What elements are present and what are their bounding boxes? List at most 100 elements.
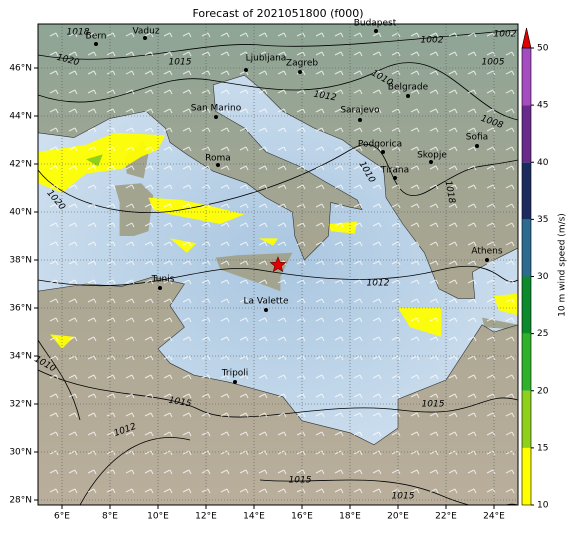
wind-barb — [144, 469, 154, 475]
wind-barb — [410, 260, 420, 266]
wind-barb — [410, 279, 420, 285]
wind-barb — [87, 32, 97, 38]
wind-barb — [334, 374, 344, 380]
wind-barb — [429, 127, 439, 133]
colorbar-segment — [522, 48, 531, 106]
wind-barb — [296, 165, 306, 171]
wind-barb — [429, 108, 439, 114]
wind-barb — [220, 374, 230, 380]
wind-barb — [277, 222, 287, 228]
wind-barb — [505, 317, 515, 323]
wind-barb — [353, 203, 363, 209]
wind-barb — [315, 241, 325, 247]
wind-barb — [353, 393, 363, 399]
wind-barb — [49, 317, 59, 323]
wind-barb — [296, 469, 306, 475]
wind-barb — [391, 32, 401, 38]
isobar — [38, 369, 518, 418]
wind-barb — [429, 355, 439, 361]
city-label: Budapest — [354, 19, 397, 29]
wind-barb — [258, 222, 268, 228]
wind-barb — [448, 51, 458, 57]
wind-barb — [315, 127, 325, 133]
colorbar-tick-label: 20 — [537, 386, 549, 396]
wind-barb — [258, 298, 268, 304]
wind-barb — [182, 412, 192, 418]
wind-barb — [505, 127, 515, 133]
wind-barb — [353, 431, 363, 437]
wind-barb — [429, 450, 439, 456]
wind-barb — [87, 184, 97, 190]
wind-barb — [220, 165, 230, 171]
city-label: Sarajevo — [340, 106, 380, 116]
wind-barb — [182, 431, 192, 437]
wind-barb — [353, 127, 363, 133]
wind-barb — [391, 469, 401, 475]
wind-barb — [49, 165, 59, 171]
wind-barb — [296, 108, 306, 114]
wind-barb — [410, 203, 420, 209]
lon-tick-label: 18°E — [339, 512, 361, 522]
isobar — [79, 437, 191, 505]
wind-barb — [68, 260, 78, 266]
wind-barb — [163, 184, 173, 190]
wind-barb — [87, 412, 97, 418]
wind-barb — [448, 89, 458, 95]
isobar — [38, 339, 81, 421]
wind-barb — [448, 241, 458, 247]
wind-barb — [87, 260, 97, 266]
wind-barb — [334, 488, 344, 494]
wind-barb — [334, 469, 344, 475]
wind-barb — [163, 317, 173, 323]
wind-barb — [106, 260, 116, 266]
location-star — [269, 256, 287, 273]
city-dot — [393, 176, 397, 180]
city-dot — [406, 94, 410, 98]
wind-barb — [220, 51, 230, 57]
wind-barb — [87, 146, 97, 152]
wind-barb — [144, 374, 154, 380]
wind-barb — [106, 51, 116, 57]
wind-barb — [144, 317, 154, 323]
wind-barb — [258, 165, 268, 171]
city-dot — [233, 380, 237, 384]
wind-barb — [448, 146, 458, 152]
wind-barb — [163, 450, 173, 456]
wind-barb — [429, 469, 439, 475]
wind-barb — [182, 184, 192, 190]
wind-barb — [182, 165, 192, 171]
wind-barb — [467, 146, 477, 152]
wind-barb — [68, 336, 78, 342]
wind-barb — [125, 279, 135, 285]
city-label: Roma — [205, 154, 231, 164]
isobar-label: 1002 — [421, 36, 444, 46]
wind-barb — [87, 279, 97, 285]
wind-barb — [391, 298, 401, 304]
wind-barb — [486, 431, 496, 437]
wind-barb — [220, 70, 230, 76]
wind-barb — [144, 70, 154, 76]
wind-barb — [106, 336, 116, 342]
lon-tick-label: 16°E — [291, 512, 313, 522]
wind-barb — [505, 70, 515, 76]
wind-barb — [353, 488, 363, 494]
wind-barb — [220, 488, 230, 494]
wind-barb — [239, 412, 249, 418]
wind-barb — [68, 298, 78, 304]
wind-barb — [277, 165, 287, 171]
wind-barb — [277, 89, 287, 95]
wind-barb — [182, 355, 192, 361]
wind-barb — [106, 317, 116, 323]
wind-barb — [87, 222, 97, 228]
wind-barb — [296, 412, 306, 418]
wind-barb — [49, 412, 59, 418]
wind-barb — [49, 203, 59, 209]
wind-barb — [467, 184, 477, 190]
colorbar-segment — [522, 276, 531, 334]
wind-barb — [315, 70, 325, 76]
wind-barb — [201, 298, 211, 304]
wind-barb — [182, 469, 192, 475]
wind-barb — [49, 279, 59, 285]
wind-barb — [68, 184, 78, 190]
wind-speed-area — [258, 238, 278, 246]
